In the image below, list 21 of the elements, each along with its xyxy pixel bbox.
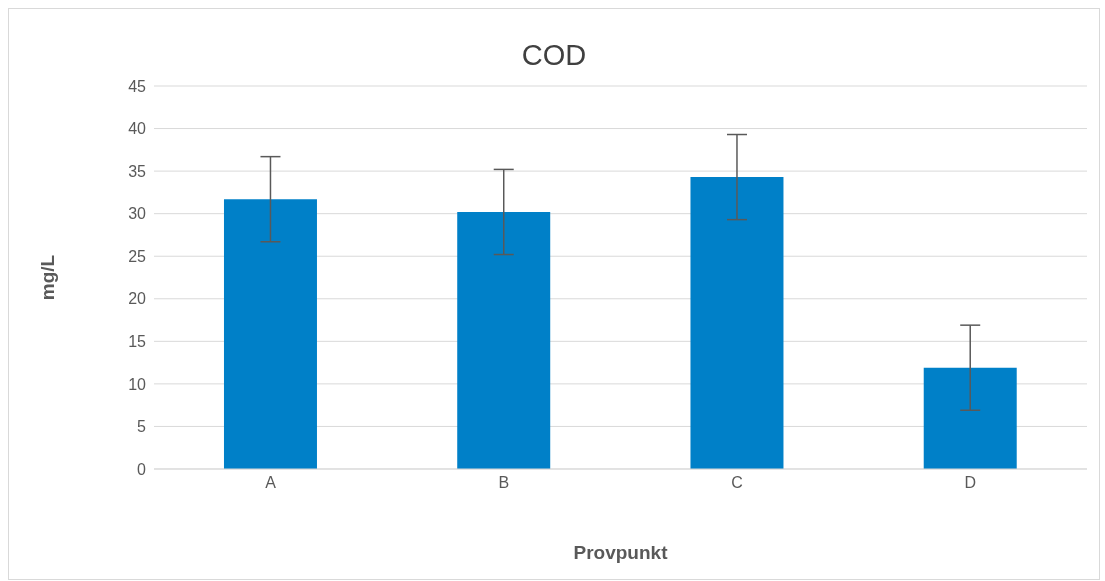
- x-axis-title: Provpunkt: [573, 542, 669, 563]
- y-tick-label: 20: [128, 290, 147, 308]
- bar: [457, 211, 551, 469]
- y-tick-label: 0: [137, 460, 147, 478]
- y-tick-label: 40: [128, 120, 147, 138]
- x-tick-label: B: [498, 474, 510, 492]
- y-tick-label: 35: [128, 162, 147, 180]
- y-axis-title: mg/L: [36, 254, 58, 301]
- x-tick-label: A: [265, 474, 277, 492]
- y-tick-label: 5: [137, 418, 147, 436]
- y-tick-label: 25: [128, 247, 147, 265]
- bar: [690, 177, 784, 469]
- y-tick-label: 10: [128, 375, 147, 393]
- y-tick-label: 15: [128, 333, 147, 351]
- bar: [223, 199, 317, 469]
- chart-title: COD: [520, 39, 588, 72]
- bar: [923, 367, 1017, 469]
- y-tick-label: 30: [128, 205, 147, 223]
- x-tick-label: D: [964, 474, 977, 492]
- y-tick-label: 45: [128, 77, 147, 95]
- x-tick-label: C: [731, 474, 743, 492]
